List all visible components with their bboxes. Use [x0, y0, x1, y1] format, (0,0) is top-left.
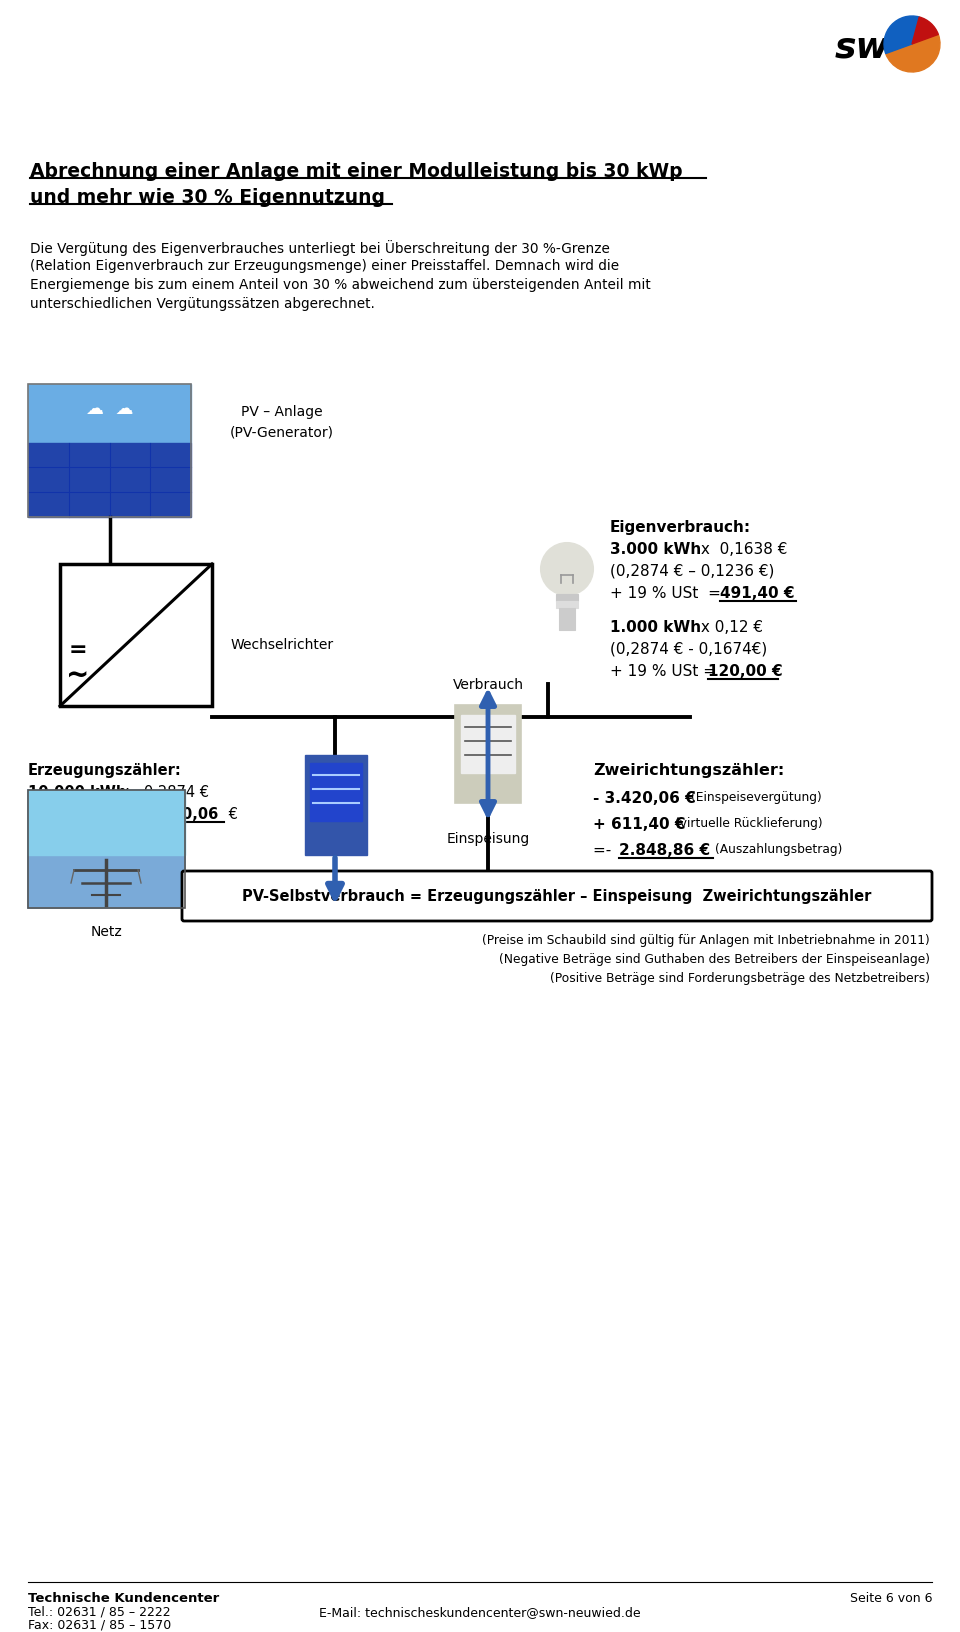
Bar: [461, 715, 515, 774]
Text: - 3.420,06 €: - 3.420,06 €: [593, 790, 696, 806]
Text: 1.000 kWh: 1.000 kWh: [610, 620, 701, 635]
Bar: [28, 385, 191, 517]
Bar: [28, 444, 191, 517]
Text: Energiemenge bis zum einem Anteil von 30 % abweichend zum übersteigenden Anteil : Energiemenge bis zum einem Anteil von 30…: [30, 277, 651, 292]
Bar: [28, 790, 185, 855]
Bar: [60, 565, 212, 707]
Text: Netz: Netz: [90, 924, 122, 938]
Wedge shape: [884, 16, 920, 54]
Text: (Auszahlungsbetrag): (Auszahlungsbetrag): [715, 842, 842, 855]
Text: swn: swn: [835, 31, 916, 65]
Text: Erzeugungszähler:: Erzeugungszähler:: [28, 762, 181, 777]
Text: + 19 % USt  =  -: + 19 % USt = -: [28, 806, 153, 821]
Text: (Positive Beträge sind Forderungsbeträge des Netzbetreibers): (Positive Beträge sind Forderungsbeträge…: [550, 971, 930, 984]
Wedge shape: [886, 36, 940, 73]
Text: =-: =-: [593, 842, 616, 857]
Text: 10.000 kWh: 10.000 kWh: [28, 785, 127, 800]
Text: ~: ~: [66, 661, 89, 689]
Bar: [559, 609, 575, 630]
Bar: [28, 385, 191, 444]
Text: + 19 % USt =: + 19 % USt =: [610, 664, 721, 679]
Text: und mehr wie 30 % Eigennutzung: und mehr wie 30 % Eigennutzung: [30, 188, 385, 207]
Bar: [305, 756, 367, 855]
Text: E-Mail: technischeskundencenter@swn-neuwied.de: E-Mail: technischeskundencenter@swn-neuw…: [319, 1604, 641, 1617]
Text: Eigenverbrauch:: Eigenverbrauch:: [610, 519, 751, 535]
Text: Abrechnung einer Anlage mit einer Modulleistung bis 30 kWp: Abrechnung einer Anlage mit einer Modull…: [30, 162, 683, 181]
Text: Tel.: 02631 / 85 – 2222: Tel.: 02631 / 85 – 2222: [28, 1604, 171, 1617]
Text: =: =: [69, 640, 87, 659]
Text: Verbrauch: Verbrauch: [452, 677, 523, 692]
Text: 120,00 €: 120,00 €: [708, 664, 782, 679]
Text: PV-Selbstverbrauch = Erzeugungszähler – Einspeisung  Zweirichtungszähler: PV-Selbstverbrauch = Erzeugungszähler – …: [242, 889, 872, 904]
Text: Seite 6 von 6: Seite 6 von 6: [850, 1591, 932, 1604]
Bar: [28, 790, 185, 909]
FancyBboxPatch shape: [182, 871, 932, 922]
Text: x - 0,2874 €: x - 0,2874 €: [116, 785, 209, 800]
Text: (0,2874 € – 0,1236 €): (0,2874 € – 0,1236 €): [610, 563, 775, 579]
Text: x 0,12 €: x 0,12 €: [696, 620, 763, 635]
Text: Technische Kundencenter: Technische Kundencenter: [28, 1591, 219, 1604]
Text: Einspeisung: Einspeisung: [446, 831, 530, 845]
Bar: [556, 602, 578, 609]
Text: (Relation Eigenverbrauch zur Erzeugungsmenge) einer Preisstaffel. Demnach wird d: (Relation Eigenverbrauch zur Erzeugungsm…: [30, 259, 619, 273]
Bar: [556, 594, 578, 602]
Text: (Preise im Schaubild sind gültig für Anlagen mit Inbetriebnahme in 2011): (Preise im Schaubild sind gültig für Anl…: [482, 934, 930, 947]
Text: x  0,1638 €: x 0,1638 €: [696, 542, 787, 557]
Text: (Negative Beträge sind Guthaben des Betreibers der Einspeiseanlage): (Negative Beträge sind Guthaben des Betr…: [499, 953, 930, 966]
Circle shape: [541, 543, 593, 596]
Text: 3.000 kWh: 3.000 kWh: [610, 542, 701, 557]
Text: unterschiedlichen Vergütungssätzen abgerechnet.: unterschiedlichen Vergütungssätzen abger…: [30, 297, 374, 310]
Text: Fax: 02631 / 85 – 1570: Fax: 02631 / 85 – 1570: [28, 1617, 171, 1630]
Bar: [310, 764, 362, 821]
Text: Wechselrichter: Wechselrichter: [230, 638, 333, 651]
Text: €: €: [224, 806, 238, 821]
Text: PV – Anlage
(PV-Generator): PV – Anlage (PV-Generator): [230, 405, 334, 439]
Text: Die Vergütung des Eigenverbrauches unterliegt bei Überschreitung der 30 %-Grenze: Die Vergütung des Eigenverbrauches unter…: [30, 240, 610, 256]
Text: ☁  ☁: ☁ ☁: [85, 400, 133, 418]
Text: (virtuelle Rücklieferung): (virtuelle Rücklieferung): [675, 816, 823, 829]
Text: (0,2874 € - 0,1674€): (0,2874 € - 0,1674€): [610, 641, 767, 656]
Text: + 19 % USt  =: + 19 % USt =: [610, 586, 731, 601]
Bar: [455, 705, 521, 803]
Text: + 611,40 €: + 611,40 €: [593, 816, 685, 831]
Text: Zweirichtungszähler:: Zweirichtungszähler:: [593, 762, 784, 777]
Text: 491,40 €: 491,40 €: [720, 586, 795, 601]
Text: 2.848,86 €: 2.848,86 €: [619, 842, 710, 857]
Text: (Einspeisevergütung): (Einspeisevergütung): [691, 790, 822, 803]
Bar: [28, 790, 185, 909]
Text: 3.420,06: 3.420,06: [146, 806, 218, 821]
Wedge shape: [912, 18, 938, 46]
